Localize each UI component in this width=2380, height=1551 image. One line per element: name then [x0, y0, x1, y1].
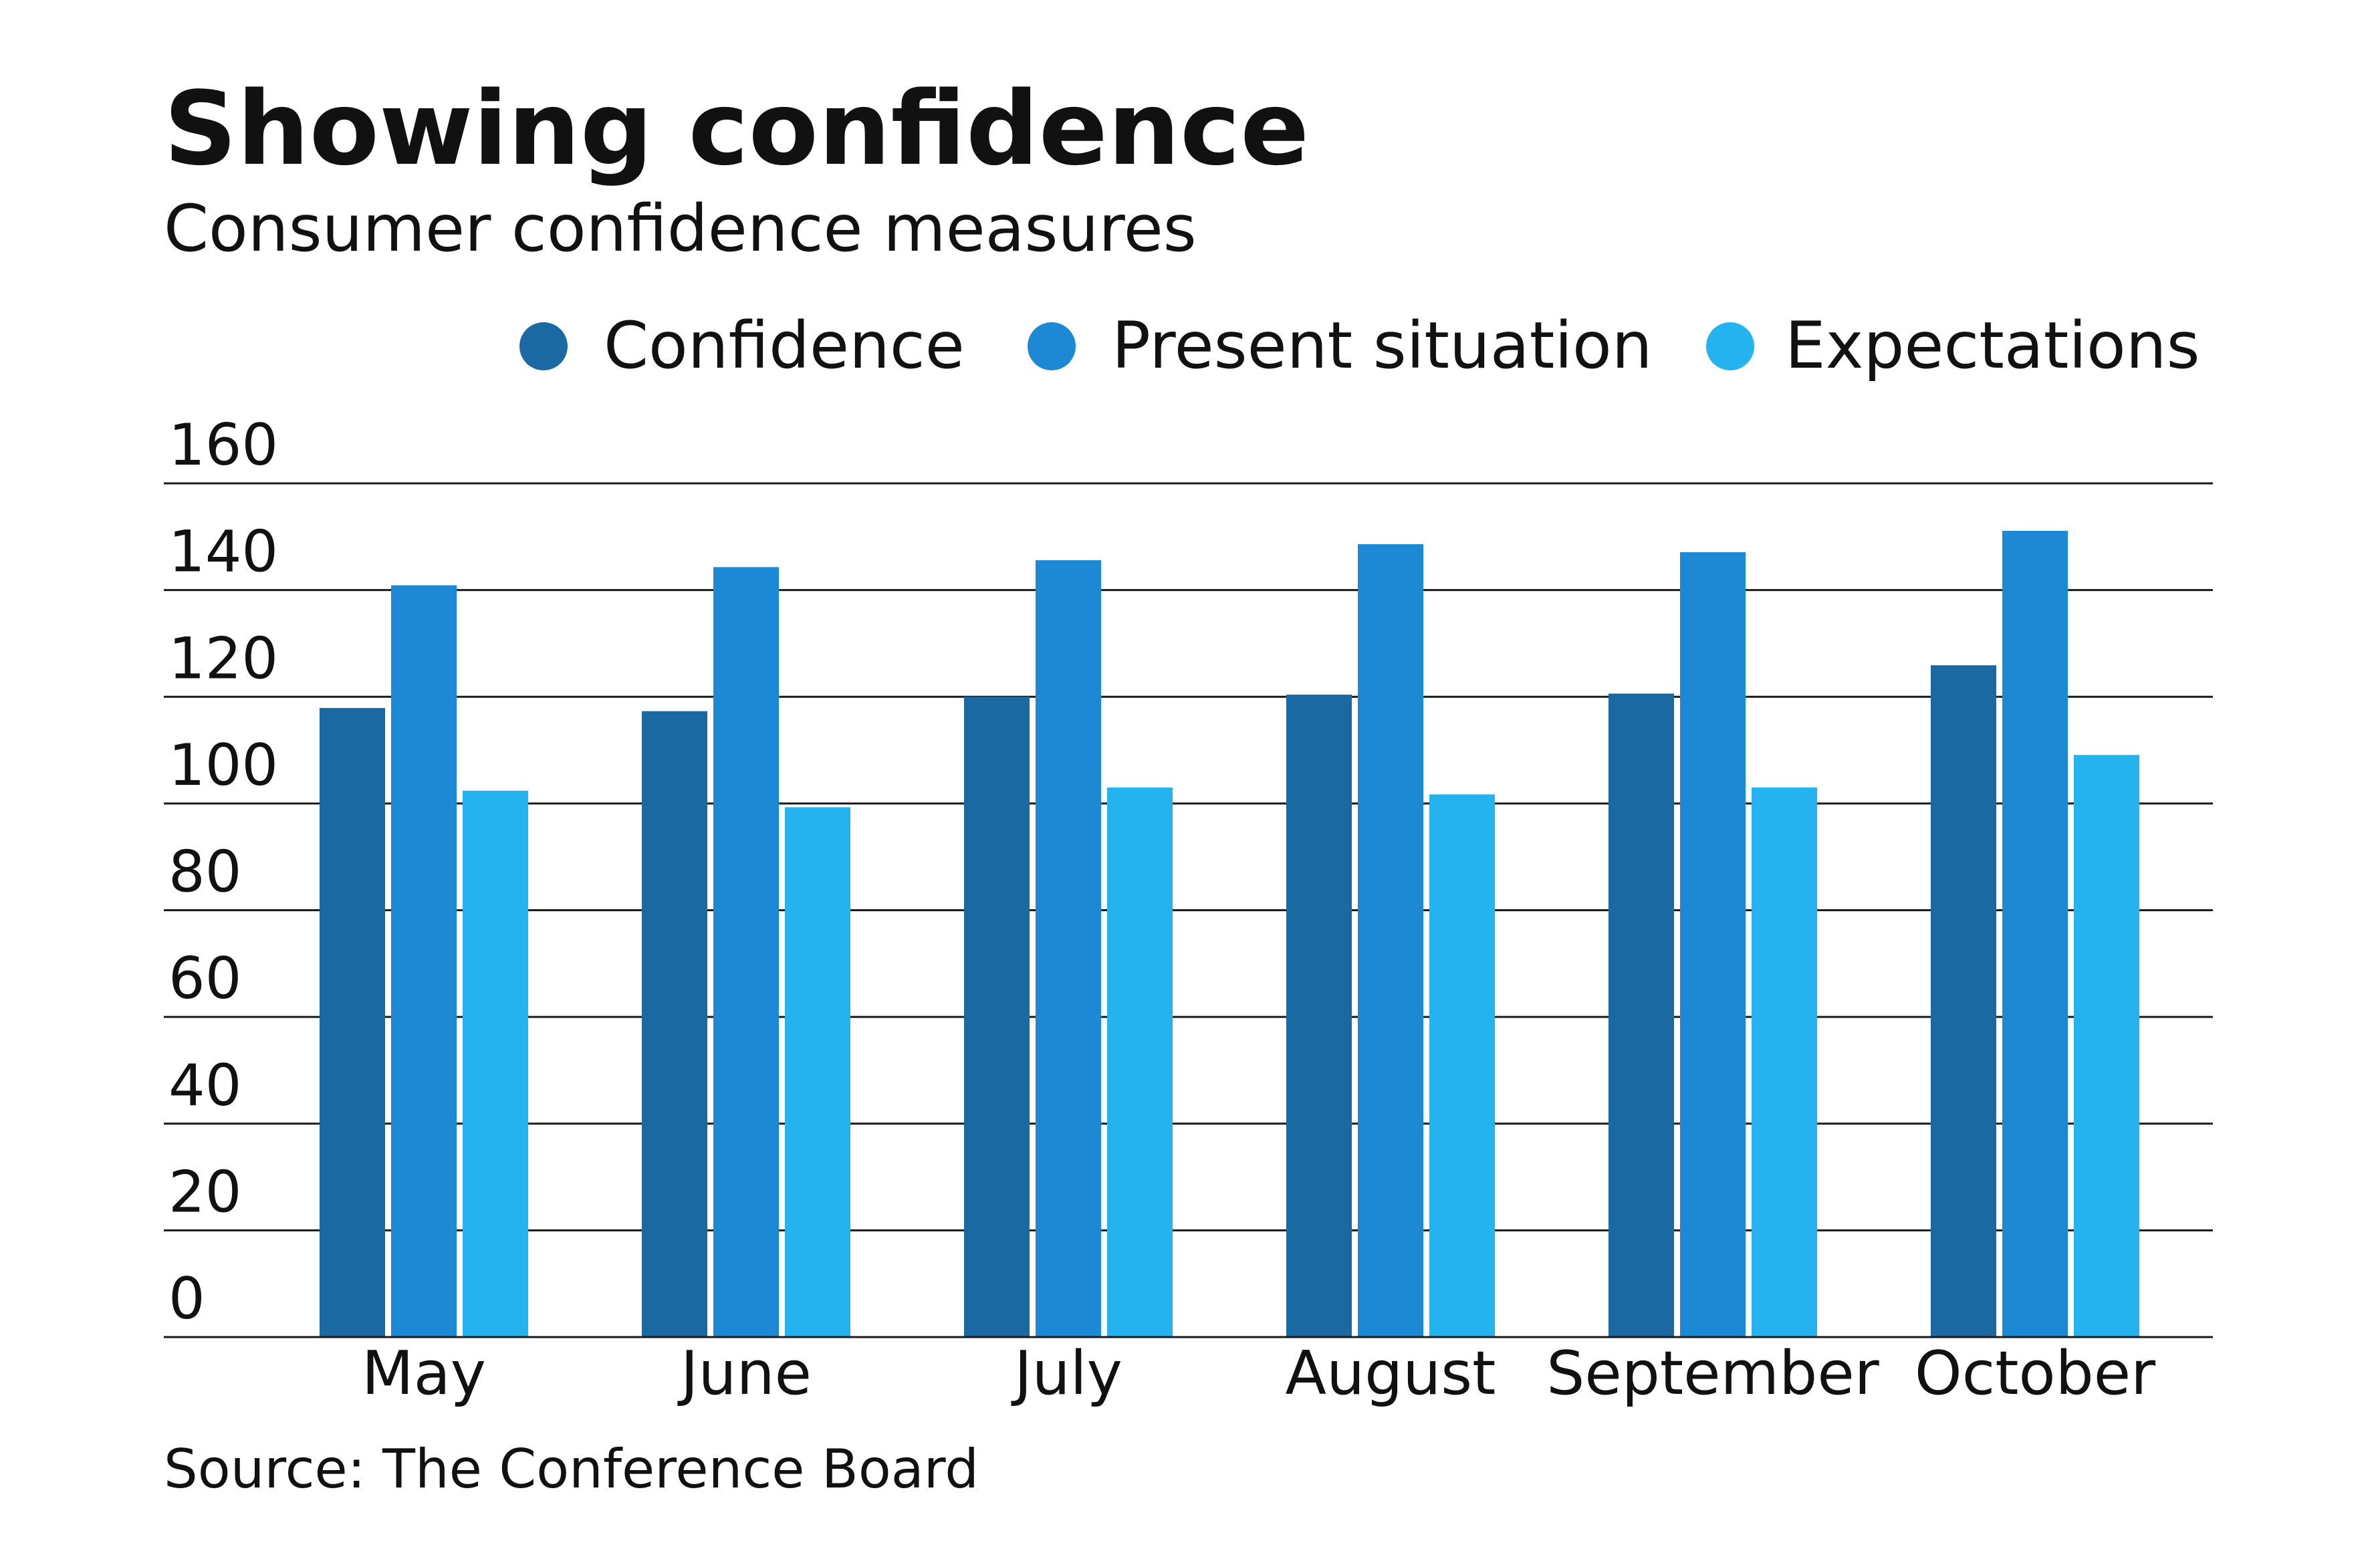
y-tick-label: 80: [168, 839, 241, 906]
legend-label: Expectations: [1785, 308, 2200, 383]
bar-expectations-september: [1752, 787, 1817, 1337]
legend-swatch: [1706, 322, 1754, 370]
y-tick-label: 0: [168, 1266, 205, 1332]
bar-present-situation-september: [1680, 552, 1746, 1337]
y-tick-label: 140: [168, 519, 278, 586]
y-tick-label: 120: [168, 625, 278, 692]
bar-expectations-october: [2074, 755, 2139, 1337]
bar-expectations-july: [1107, 787, 1173, 1337]
bar-confidence-september: [1609, 693, 1674, 1337]
x-tick-label: August: [1286, 1338, 1496, 1409]
legend-label: Present situation: [1112, 308, 1653, 383]
y-tick-label: 40: [168, 1052, 241, 1119]
y-tick-label: 160: [168, 412, 278, 479]
x-tick-label: May: [362, 1338, 486, 1409]
y-tick-label: 100: [168, 732, 278, 799]
legend-label: Confidence: [604, 308, 965, 383]
x-tick-label: September: [1546, 1338, 1879, 1409]
chart-title: Showing confidence: [164, 70, 1309, 188]
bar-present-situation-june: [713, 567, 779, 1337]
x-tick-label: October: [1915, 1338, 2155, 1409]
source-note: Source: The Conference Board: [164, 1438, 979, 1500]
bar-confidence-july: [964, 697, 1030, 1337]
bar-present-situation-august: [1358, 544, 1423, 1337]
x-tick-label: July: [1011, 1338, 1122, 1409]
bar-expectations-may: [463, 790, 528, 1337]
x-axis-categories: May June July August September October: [362, 1338, 2155, 1409]
bar-confidence-october: [1931, 665, 1996, 1337]
legend-swatch: [519, 322, 568, 370]
bar-confidence-may: [320, 708, 385, 1337]
bar-present-situation-october: [2002, 531, 2068, 1337]
bar-confidence-august: [1286, 695, 1352, 1337]
legend-swatch: [1028, 322, 1076, 370]
bar-expectations-august: [1429, 794, 1495, 1337]
y-tick-label: 20: [168, 1159, 241, 1225]
chart-subtitle: Consumer confidence measures: [164, 191, 1197, 266]
x-tick-label: June: [677, 1338, 812, 1409]
bar-confidence-june: [642, 711, 707, 1337]
bar-present-situation-may: [391, 585, 457, 1337]
bars: [320, 531, 2139, 1338]
y-axis-ticks: 0 20 40 60 80 100 120 140 160: [168, 412, 278, 1332]
legend: Confidence Present situation Expectations: [519, 308, 2200, 383]
y-tick-label: 60: [168, 945, 241, 1012]
bar-expectations-june: [785, 807, 850, 1337]
bar-present-situation-july: [1036, 560, 1101, 1338]
